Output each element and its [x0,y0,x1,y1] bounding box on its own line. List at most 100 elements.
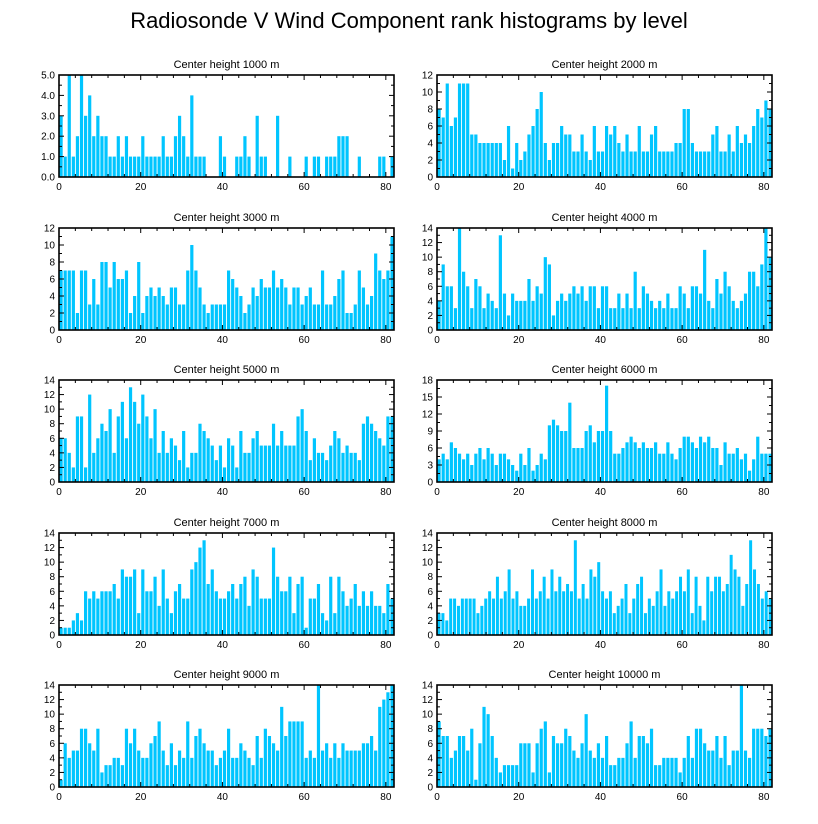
bar [271,423,276,482]
bar [165,304,169,330]
bar [210,750,214,787]
bar [222,156,227,177]
bar [482,308,486,330]
x-tick-label: 20 [513,640,525,651]
bar [104,591,108,635]
bar [116,136,120,177]
bar [560,126,564,177]
bar [566,584,570,635]
bar [747,271,752,330]
x-tick-label: 0 [434,335,440,346]
bar [543,459,547,482]
bar [182,757,186,787]
bar [506,459,511,482]
bar [743,453,748,482]
bar [312,156,316,177]
bar [365,416,370,482]
bar [222,598,227,635]
bar [325,460,329,482]
bar [474,134,478,177]
bar [157,721,161,787]
bar [600,286,605,330]
bar [361,743,366,787]
bar [698,293,703,330]
bar [580,134,584,177]
panel-title: Center height 10000 m [549,669,661,681]
bar [466,750,470,787]
y-tick-label: 5.0 [41,71,55,82]
bar [478,448,482,482]
bar [593,576,597,635]
bar [719,151,723,177]
bar [723,736,727,787]
bar [267,598,272,635]
bar [600,431,605,482]
bar [640,576,644,635]
bar [535,465,539,482]
bar [694,448,699,482]
bar [259,598,263,635]
bar [449,757,453,787]
bar [120,401,124,482]
bar [231,584,235,635]
bar [617,293,621,330]
bar [690,286,694,330]
bar [743,134,748,177]
y-tick-label: 6 [427,444,433,455]
bar [231,757,235,787]
bar [731,151,735,177]
bar [92,591,96,635]
x-tick-label: 40 [217,487,229,498]
y-tick-label: 6 [49,587,55,598]
y-tick-label: 8 [427,267,433,278]
bar [235,598,239,635]
bar [488,591,492,635]
bar [764,591,768,635]
bar [108,287,112,330]
bar [580,743,584,787]
bar [743,750,748,787]
bar [589,569,593,635]
bar [63,270,67,330]
bar [747,470,752,482]
bar [752,459,756,482]
bar [457,453,462,482]
bar [382,279,386,330]
bar [227,438,231,482]
x-tick-label: 60 [677,182,689,193]
bar [523,743,527,787]
x-tick-label: 60 [299,487,311,498]
bar [490,736,494,787]
bar [75,750,80,787]
bar [353,304,357,330]
bar [437,613,441,635]
bar [169,613,173,635]
y-tick-label: 3.0 [41,111,55,122]
bar [641,286,645,330]
bar [659,569,663,635]
bar [555,425,560,482]
bar [707,750,711,787]
bar [325,620,329,635]
bar [531,470,535,482]
panel-10: Center height 10000 m 0 20 40 60 80 0 2 4 6 8 10 12 1… [422,669,773,803]
bar [263,156,267,177]
bar [243,750,247,787]
bar [749,540,753,635]
bar [588,425,592,482]
bar [486,714,490,787]
bar [694,576,698,635]
bar [96,304,100,330]
bar [96,728,100,787]
y-tick-label: 2 [49,768,55,779]
bar [760,728,764,787]
bar [304,156,308,177]
x-tick-label: 60 [677,487,689,498]
bar [706,576,710,635]
bar [515,591,519,635]
bar [670,757,674,787]
bar [292,445,296,482]
bar [511,465,515,482]
bar [625,442,629,482]
bar [445,459,449,482]
